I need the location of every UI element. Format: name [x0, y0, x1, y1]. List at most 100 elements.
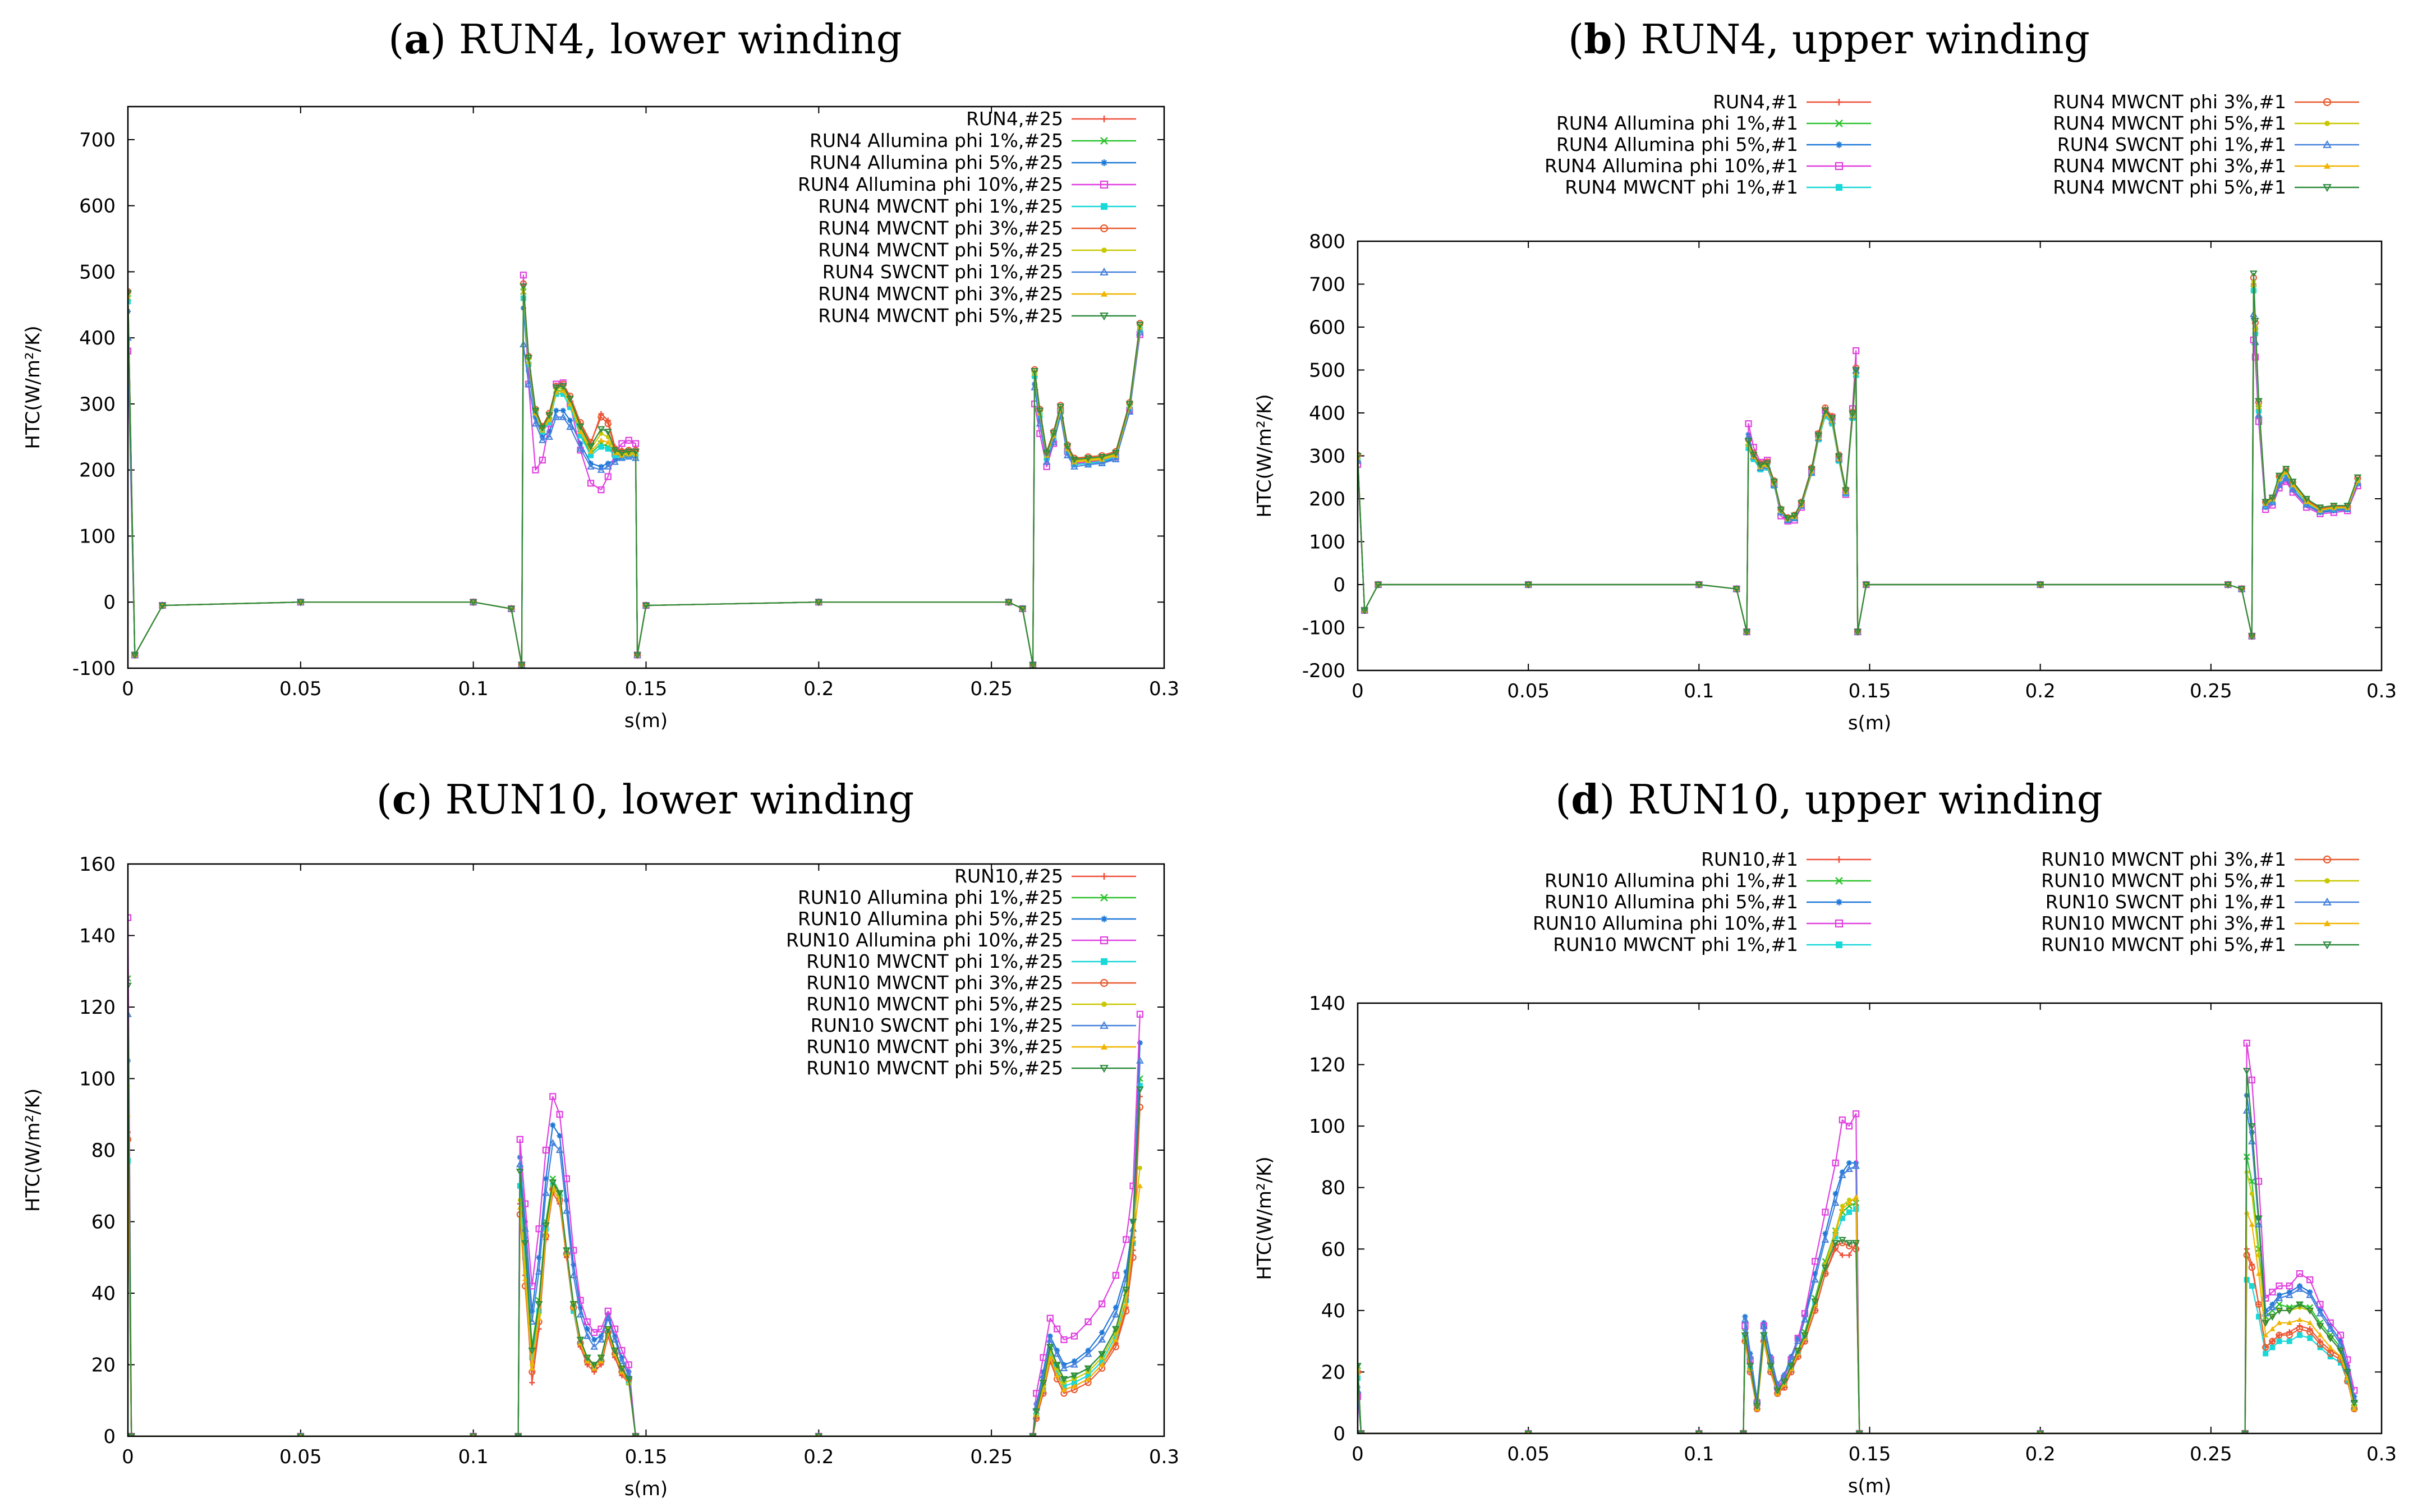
series-markers [128, 272, 1144, 668]
data-point [1862, 581, 1870, 589]
y-tick-label: 400 [1309, 402, 1345, 425]
data-point [1780, 1371, 1789, 1378]
data-point [521, 1240, 529, 1248]
data-point [1018, 605, 1027, 613]
data-point [2249, 1191, 2254, 1196]
data-point [1053, 1350, 1061, 1357]
data-point [2286, 1320, 2292, 1325]
data-point [1040, 1354, 1047, 1361]
data-point [2269, 1338, 2276, 1345]
data-point [567, 417, 573, 424]
x-tick-label: 0.15 [625, 678, 668, 700]
legend-label: RUN10 MWCNT phi 5%,#1 [2041, 934, 2286, 955]
data-point [1129, 1219, 1137, 1226]
data-point [599, 431, 604, 436]
panel-title-open-paren: ( [1555, 776, 1571, 823]
legend-entry: RUN10 MWCNT phi 3%,#1 [2041, 912, 2359, 934]
data-point [2317, 1332, 2323, 1338]
data-point [1846, 1200, 1852, 1206]
data-point [1760, 1321, 1768, 1329]
series-line [128, 1042, 1141, 1436]
x-tick-label: 0 [122, 678, 134, 700]
data-point [2256, 1271, 2262, 1276]
data-point [556, 1111, 563, 1118]
data-point [604, 1314, 612, 1321]
data-point [1745, 420, 1752, 428]
data-point [2247, 633, 2256, 641]
data-point [1741, 1316, 1749, 1323]
data-point [2296, 1301, 2304, 1309]
data-point [1822, 1208, 1829, 1216]
legend-entry: RUN4 Allumina phi 10%,#25 [798, 173, 1136, 195]
data-point [1839, 1215, 1845, 1221]
plot-area [128, 272, 1144, 668]
data-point [1358, 1369, 1361, 1375]
data-point [587, 448, 594, 454]
data-point [1137, 1083, 1143, 1089]
data-point [591, 1336, 597, 1343]
data-point [1812, 1258, 1819, 1265]
data-point [529, 1308, 535, 1314]
legend-marker [1836, 856, 1842, 863]
legend-label: RUN4 MWCNT phi 1%,#25 [818, 195, 1063, 217]
data-point [2255, 398, 2263, 405]
legend-label: RUN4 MWCNT phi 5%,#1 [2053, 176, 2286, 198]
data-point [539, 456, 546, 464]
legend-entry: RUN10 SWCNT phi 1%,#25 [811, 1014, 1136, 1036]
panel-title-text: RUN4, lower winding [459, 16, 902, 63]
x-tick-label: 0.1 [458, 1446, 489, 1468]
data-point [2337, 1331, 2345, 1339]
data-point [531, 407, 540, 415]
y-tick-label: 800 [1309, 231, 1345, 253]
data-point [1853, 347, 1860, 355]
data-point [1112, 1343, 1119, 1350]
data-point [1137, 1040, 1143, 1046]
x-tick-label: 0.3 [2366, 1443, 2397, 1465]
data-point [1821, 407, 1830, 415]
data-point [514, 1433, 522, 1436]
legend-entry: RUN10 MWCNT phi 5%,#1 [2041, 870, 2359, 891]
y-tick-label: 0 [1333, 1423, 1345, 1445]
data-point [560, 407, 566, 413]
data-point [604, 420, 612, 428]
legend-label: RUN10 MWCNT phi 1%,#25 [806, 950, 1063, 972]
data-point [1760, 1332, 1768, 1339]
data-point [1046, 1315, 1054, 1322]
data-point [1054, 1325, 1061, 1332]
y-tick-label: 40 [91, 1283, 116, 1305]
data-point [1832, 1159, 1839, 1166]
data-point [520, 272, 527, 279]
data-point [2307, 1335, 2313, 1341]
legend-label: RUN4 MWCNT phi 3%,#1 [2053, 155, 2286, 177]
data-point [597, 1335, 605, 1343]
data-point [1852, 1162, 1860, 1169]
panel-title-close-paren: ) [417, 776, 445, 823]
data-point [469, 599, 477, 606]
series-line [128, 297, 1141, 666]
data-point [1840, 1203, 1845, 1208]
x-tick-label: 0.2 [2025, 1443, 2056, 1465]
data-point [587, 480, 595, 487]
data-point [1113, 1304, 1119, 1311]
data-point [1791, 514, 1798, 520]
data-point [1811, 1298, 1819, 1306]
data-point [2296, 1325, 2304, 1332]
data-point [1137, 1183, 1143, 1188]
data-point [1098, 1335, 1106, 1343]
data-point [522, 1276, 528, 1281]
data-point [1039, 1380, 1047, 1387]
data-point [2326, 1335, 2334, 1343]
legend-marker [1101, 958, 1107, 965]
legend-marker [1836, 99, 1842, 105]
x-tick-label: 0.25 [2190, 1443, 2232, 1465]
data-point [128, 1136, 132, 1143]
data-point [535, 1267, 543, 1275]
data-point [642, 603, 650, 610]
data-point [2256, 1313, 2262, 1320]
data-point [1047, 1351, 1053, 1357]
plot-frame [127, 863, 1165, 1437]
data-point [1031, 367, 1038, 375]
data-point [2316, 504, 2324, 512]
data-point [1839, 1252, 1845, 1258]
data-point [597, 466, 605, 473]
